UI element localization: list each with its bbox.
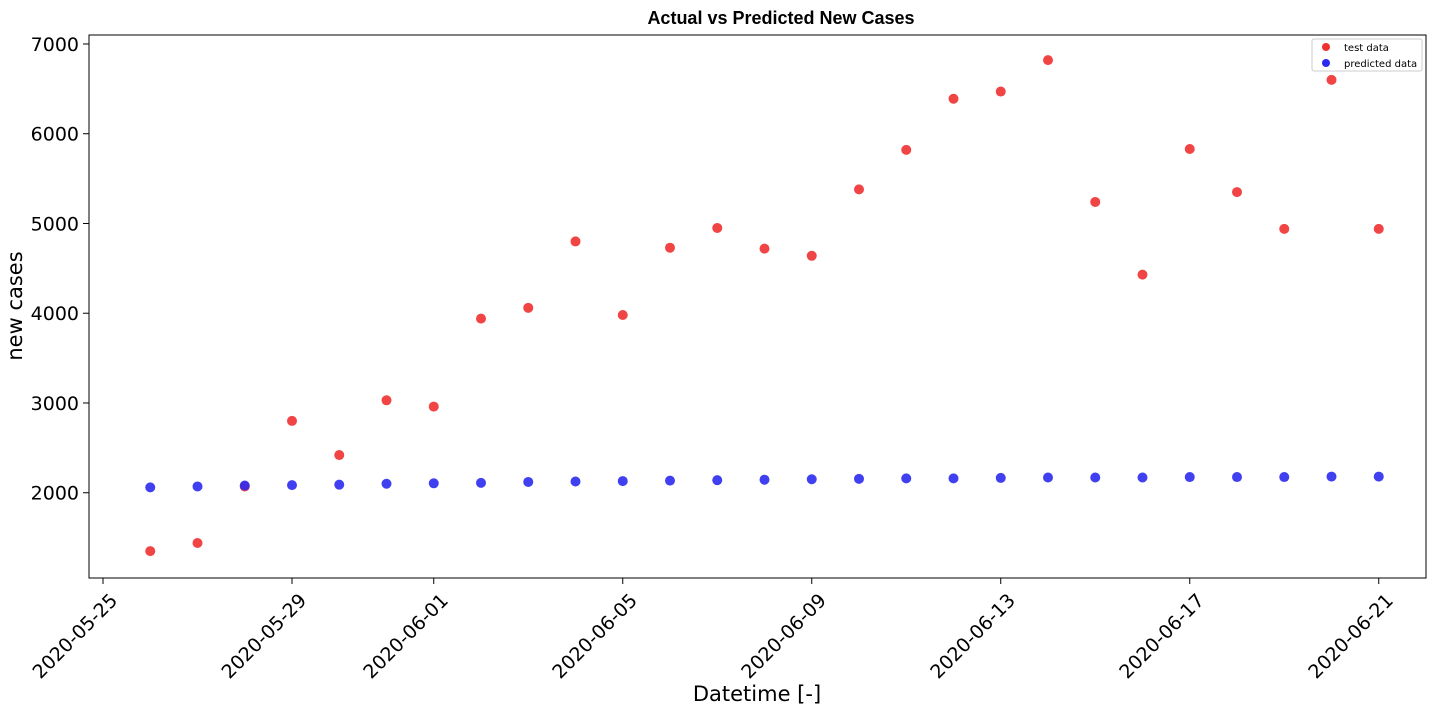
point-predicted-data xyxy=(854,473,864,484)
point-predicted-data xyxy=(523,476,534,487)
y-axis: 2000 3000 4000 5000 6000 7000 xyxy=(31,34,89,505)
x-tick-label: 2020-05-29 xyxy=(218,590,312,684)
y-tick-label: 7000 xyxy=(31,34,79,56)
point-test-data xyxy=(476,313,486,324)
point-predicted-data xyxy=(1326,471,1337,482)
point-predicted-data xyxy=(1184,472,1195,483)
point-predicted-data xyxy=(145,482,156,493)
point-test-data xyxy=(1043,55,1053,66)
point-test-data xyxy=(570,236,581,247)
point-predicted-data xyxy=(192,481,203,492)
point-predicted-data xyxy=(995,472,1006,483)
point-test-data xyxy=(1326,74,1337,85)
point-predicted-data xyxy=(901,473,912,484)
point-predicted-data xyxy=(617,476,628,487)
x-tick-label: 2020-06-17 xyxy=(1115,590,1209,684)
point-predicted-data xyxy=(712,475,723,486)
point-test-data xyxy=(854,184,864,195)
point-test-data xyxy=(617,310,628,321)
point-predicted-data xyxy=(570,476,581,487)
point-predicted-data xyxy=(1373,471,1384,482)
y-tick-label: 4000 xyxy=(31,303,79,325)
legend-label-predicted-data: predicted data xyxy=(1344,59,1417,70)
y-axis-label: new cases xyxy=(3,251,27,360)
point-predicted-data xyxy=(1232,472,1242,483)
point-test-data xyxy=(759,243,770,254)
point-test-data xyxy=(948,93,959,104)
point-test-data xyxy=(901,144,912,155)
legend-label-test-data: test data xyxy=(1344,43,1389,54)
point-predicted-data xyxy=(948,473,959,484)
legend: test data predicted data xyxy=(1311,38,1423,72)
chart-title: Actual vs Predicted New Cases xyxy=(647,8,914,28)
point-test-data xyxy=(428,401,439,412)
point-predicted-data xyxy=(806,474,817,485)
point-test-data xyxy=(287,415,297,426)
point-test-data xyxy=(334,450,345,461)
point-test-data xyxy=(1232,187,1242,198)
legend-box xyxy=(1311,38,1423,72)
point-test-data xyxy=(381,395,392,406)
point-predicted-data xyxy=(665,475,675,486)
point-test-data xyxy=(1373,223,1384,234)
point-predicted-data xyxy=(428,478,439,489)
point-predicted-data xyxy=(1137,472,1148,483)
x-tick-label: 2020-06-13 xyxy=(926,590,1020,684)
x-axis: 2020-05-25 2020-05-29 2020-06-01 2020-06-05… xyxy=(29,578,1398,683)
y-tick-label: 2000 xyxy=(31,483,79,505)
point-predicted-data xyxy=(759,474,770,485)
plot-area xyxy=(88,34,1427,579)
point-test-data xyxy=(523,302,534,313)
point-predicted-data xyxy=(476,477,486,488)
point-predicted-data xyxy=(1090,472,1101,483)
point-test-data xyxy=(995,86,1006,97)
x-tick-label: 2020-06-21 xyxy=(1304,590,1398,684)
x-tick-label: 2020-06-01 xyxy=(359,590,453,684)
point-predicted-data xyxy=(1279,472,1290,483)
legend-marker-test-data xyxy=(1322,43,1330,51)
point-test-data xyxy=(145,546,156,557)
y-tick-label: 3000 xyxy=(31,393,79,415)
point-test-data xyxy=(712,222,723,233)
point-predicted-data xyxy=(1043,472,1053,483)
data-points xyxy=(145,55,1384,557)
point-test-data xyxy=(1137,269,1148,280)
y-tick-label: 5000 xyxy=(31,213,79,235)
point-predicted-data xyxy=(287,480,297,491)
point-test-data xyxy=(665,242,675,253)
x-tick-label: 2020-06-09 xyxy=(737,590,831,684)
point-test-data xyxy=(1279,223,1290,234)
point-predicted-data xyxy=(239,480,250,491)
x-tick-label: 2020-05-25 xyxy=(29,590,123,684)
x-axis-label: Datetime [-] xyxy=(693,682,821,706)
y-tick-label: 6000 xyxy=(31,124,79,146)
point-test-data xyxy=(192,537,203,548)
point-test-data xyxy=(1184,143,1195,154)
point-predicted-data xyxy=(381,478,392,489)
point-test-data xyxy=(806,250,817,261)
point-predicted-data xyxy=(334,479,345,490)
x-tick-label: 2020-06-05 xyxy=(548,590,642,684)
legend-marker-predicted-data xyxy=(1322,59,1330,67)
point-test-data xyxy=(1090,196,1101,207)
